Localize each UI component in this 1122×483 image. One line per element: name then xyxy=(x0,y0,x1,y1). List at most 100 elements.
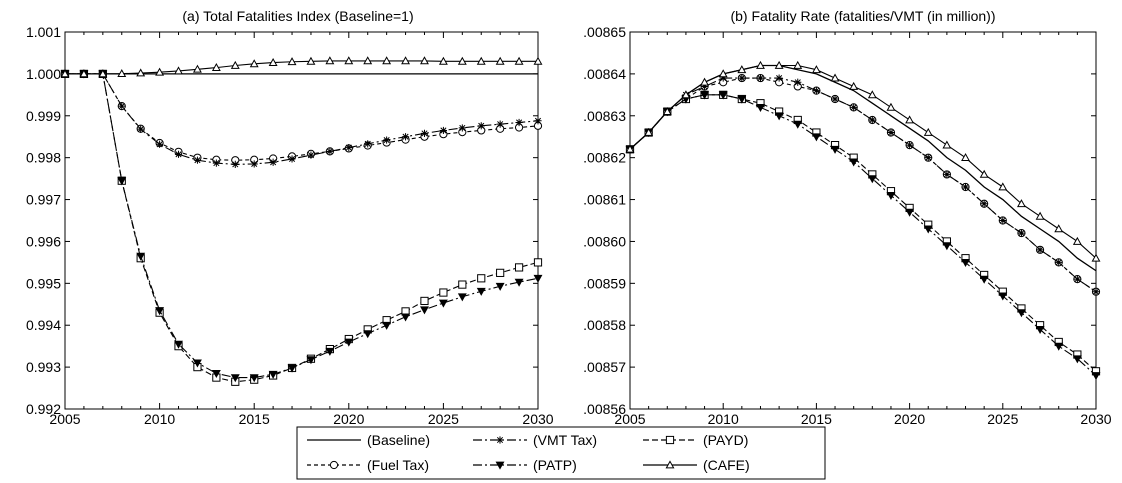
panel-a-x-tick-label: 2020 xyxy=(333,411,364,427)
panel-b-point-vmt-tax xyxy=(700,82,709,91)
panel-a-point-vmt-tax xyxy=(326,147,334,155)
panel-a-y-tick-label: 0.994 xyxy=(26,317,61,333)
panel-a-series-line-fuel-tax xyxy=(65,73,539,161)
panel-a-point-cafe xyxy=(268,57,278,66)
panel-b-y-tick-label: .00857 xyxy=(583,359,626,375)
panel-a-point-cafe xyxy=(306,56,316,65)
panel-b-y-tick-label: .00864 xyxy=(583,66,626,82)
panel-a-y-tick-label: 0.992 xyxy=(26,401,61,417)
panel-a-y-tick-label: 0.999 xyxy=(26,108,61,124)
panel-a-point-patp xyxy=(457,293,467,302)
panel-a-x-tick-label: 2030 xyxy=(522,411,553,427)
panel-a-x-tick-label: 2005 xyxy=(49,411,80,427)
panel-b-point-vmt-tax xyxy=(812,87,820,95)
panel-a-point-cafe xyxy=(155,67,165,76)
panel-a-point-payd xyxy=(458,280,467,289)
panel-b-point-patp xyxy=(700,91,710,100)
panel-a-point-cafe xyxy=(420,56,429,65)
panel-a-point-patp xyxy=(495,282,505,291)
legend-marker xyxy=(495,461,505,470)
panel-b-point-vmt-tax xyxy=(719,74,727,82)
panel-a-point-vmt-tax xyxy=(383,136,391,144)
panel-a-point-patp xyxy=(533,274,543,283)
panel-a-point-cafe xyxy=(438,56,448,65)
panel-b-point-cafe xyxy=(1054,224,1064,233)
panel-a-y-tick-label: 0.993 xyxy=(26,359,61,375)
panel-a-point-cafe xyxy=(457,56,467,65)
panel-b-series-line-patp xyxy=(629,94,1097,376)
panel-b-point-cafe xyxy=(793,60,803,69)
panel-b-y-tick-label: .00865 xyxy=(583,24,626,40)
panel-b-y-tick-label: .00863 xyxy=(583,108,626,124)
panel-b-series-payd xyxy=(625,90,1101,376)
panel-a-series-cafe xyxy=(60,56,543,78)
panel-a-point-patp xyxy=(211,370,221,379)
panel-a-y-tick-label: 0.997 xyxy=(26,192,61,208)
panel-a-x-tick-label: 2010 xyxy=(144,411,175,427)
panel-b-point-cafe xyxy=(849,81,859,90)
panel-b-plot-frame xyxy=(629,31,1097,410)
panel-b-x-tick-label: 2015 xyxy=(801,411,832,427)
panel-b-series-fuel-tax xyxy=(625,73,1101,296)
panel-a-point-patp xyxy=(155,307,165,316)
panel-a-point-payd xyxy=(439,288,448,297)
panel-b-point-vmt-tax xyxy=(756,74,765,82)
panel-a-title: (a) Total Fatalities Index (Baseline=1) xyxy=(182,8,413,24)
panel-b-y-tick-label: .00856 xyxy=(583,401,626,417)
panel-b-point-cafe xyxy=(681,90,691,99)
panel-a-point-patp xyxy=(249,374,259,383)
panel-a-point-vmt-tax xyxy=(250,160,258,168)
panel-b-point-vmt-tax xyxy=(999,216,1007,225)
panel-a-point-vmt-tax xyxy=(515,118,523,127)
panel-b-point-vmt-tax xyxy=(924,154,932,162)
panel-a-point-patp xyxy=(174,340,183,349)
legend-label: (Baseline) xyxy=(367,432,430,448)
panel-a-point-patp xyxy=(382,321,392,330)
panel-b-point-cafe xyxy=(867,90,877,99)
panel-a-point-cafe xyxy=(60,69,70,78)
panel-b-x-tick-label: 2010 xyxy=(708,411,739,427)
panel-b-point-vmt-tax xyxy=(1073,275,1081,283)
panel-b-point-vmt-tax xyxy=(887,128,895,137)
panel-a-point-vmt-tax xyxy=(174,150,183,158)
panel-a-point-patp xyxy=(363,330,373,339)
panel-a-point-vmt-tax xyxy=(401,133,410,141)
panel-b-point-cafe xyxy=(998,182,1008,191)
panel-b-point-cafe xyxy=(700,77,710,86)
legend: (Baseline) (VMT Tax) (PAYD) (Fuel Tax) (PATP… xyxy=(296,426,826,480)
legend-marker xyxy=(665,460,675,469)
panel-a-point-vmt-tax xyxy=(439,126,447,135)
panel-a-point-cafe xyxy=(192,64,202,73)
legend-marker xyxy=(665,435,675,445)
legend-item-fuel-tax: (Fuel Tax) xyxy=(307,457,429,473)
panel-b-title: (b) Fatality Rate (fatalities/VMT (in mi… xyxy=(730,8,995,24)
panel-a-point-vmt-tax xyxy=(288,155,296,163)
panel-a-point-cafe xyxy=(382,56,392,65)
panel-b-point-patp xyxy=(774,112,784,121)
panel-a-y-tick-label: 0.998 xyxy=(26,150,61,166)
panel-a-point-cafe xyxy=(344,56,354,65)
panel-a-point-cafe xyxy=(117,69,127,78)
panel-a-point-patp xyxy=(344,338,354,347)
panel-a-x-tick-label: 2015 xyxy=(239,411,270,427)
panel-b-y-tick-label: .00861 xyxy=(583,192,626,208)
panel-b-point-patp xyxy=(886,191,896,200)
panel-b-point-patp xyxy=(756,104,765,113)
panel-b-series-line-cafe xyxy=(629,64,1097,259)
panel-a-point-patp xyxy=(268,370,278,379)
panel-a-point-patp xyxy=(117,177,127,186)
panel-b-point-cafe xyxy=(923,127,933,136)
panel-a-point-cafe xyxy=(174,66,183,75)
panel-a-point-vmt-tax xyxy=(496,120,504,128)
panel-b-point-patp xyxy=(830,145,840,154)
legend-item-payd: (PAYD) xyxy=(643,432,748,448)
panel-a-point-cafe xyxy=(287,57,297,66)
panel-b-point-vmt-tax xyxy=(1036,246,1044,254)
panel-b-point-patp xyxy=(1054,342,1064,351)
panel-b-x-tick-label: 2030 xyxy=(1080,411,1111,427)
panel-a-point-payd xyxy=(533,258,543,267)
legend-item-baseline: (Baseline) xyxy=(307,432,430,448)
panel-a-point-payd xyxy=(420,296,429,306)
panel-a-series-line-vmt-tax xyxy=(65,73,539,165)
